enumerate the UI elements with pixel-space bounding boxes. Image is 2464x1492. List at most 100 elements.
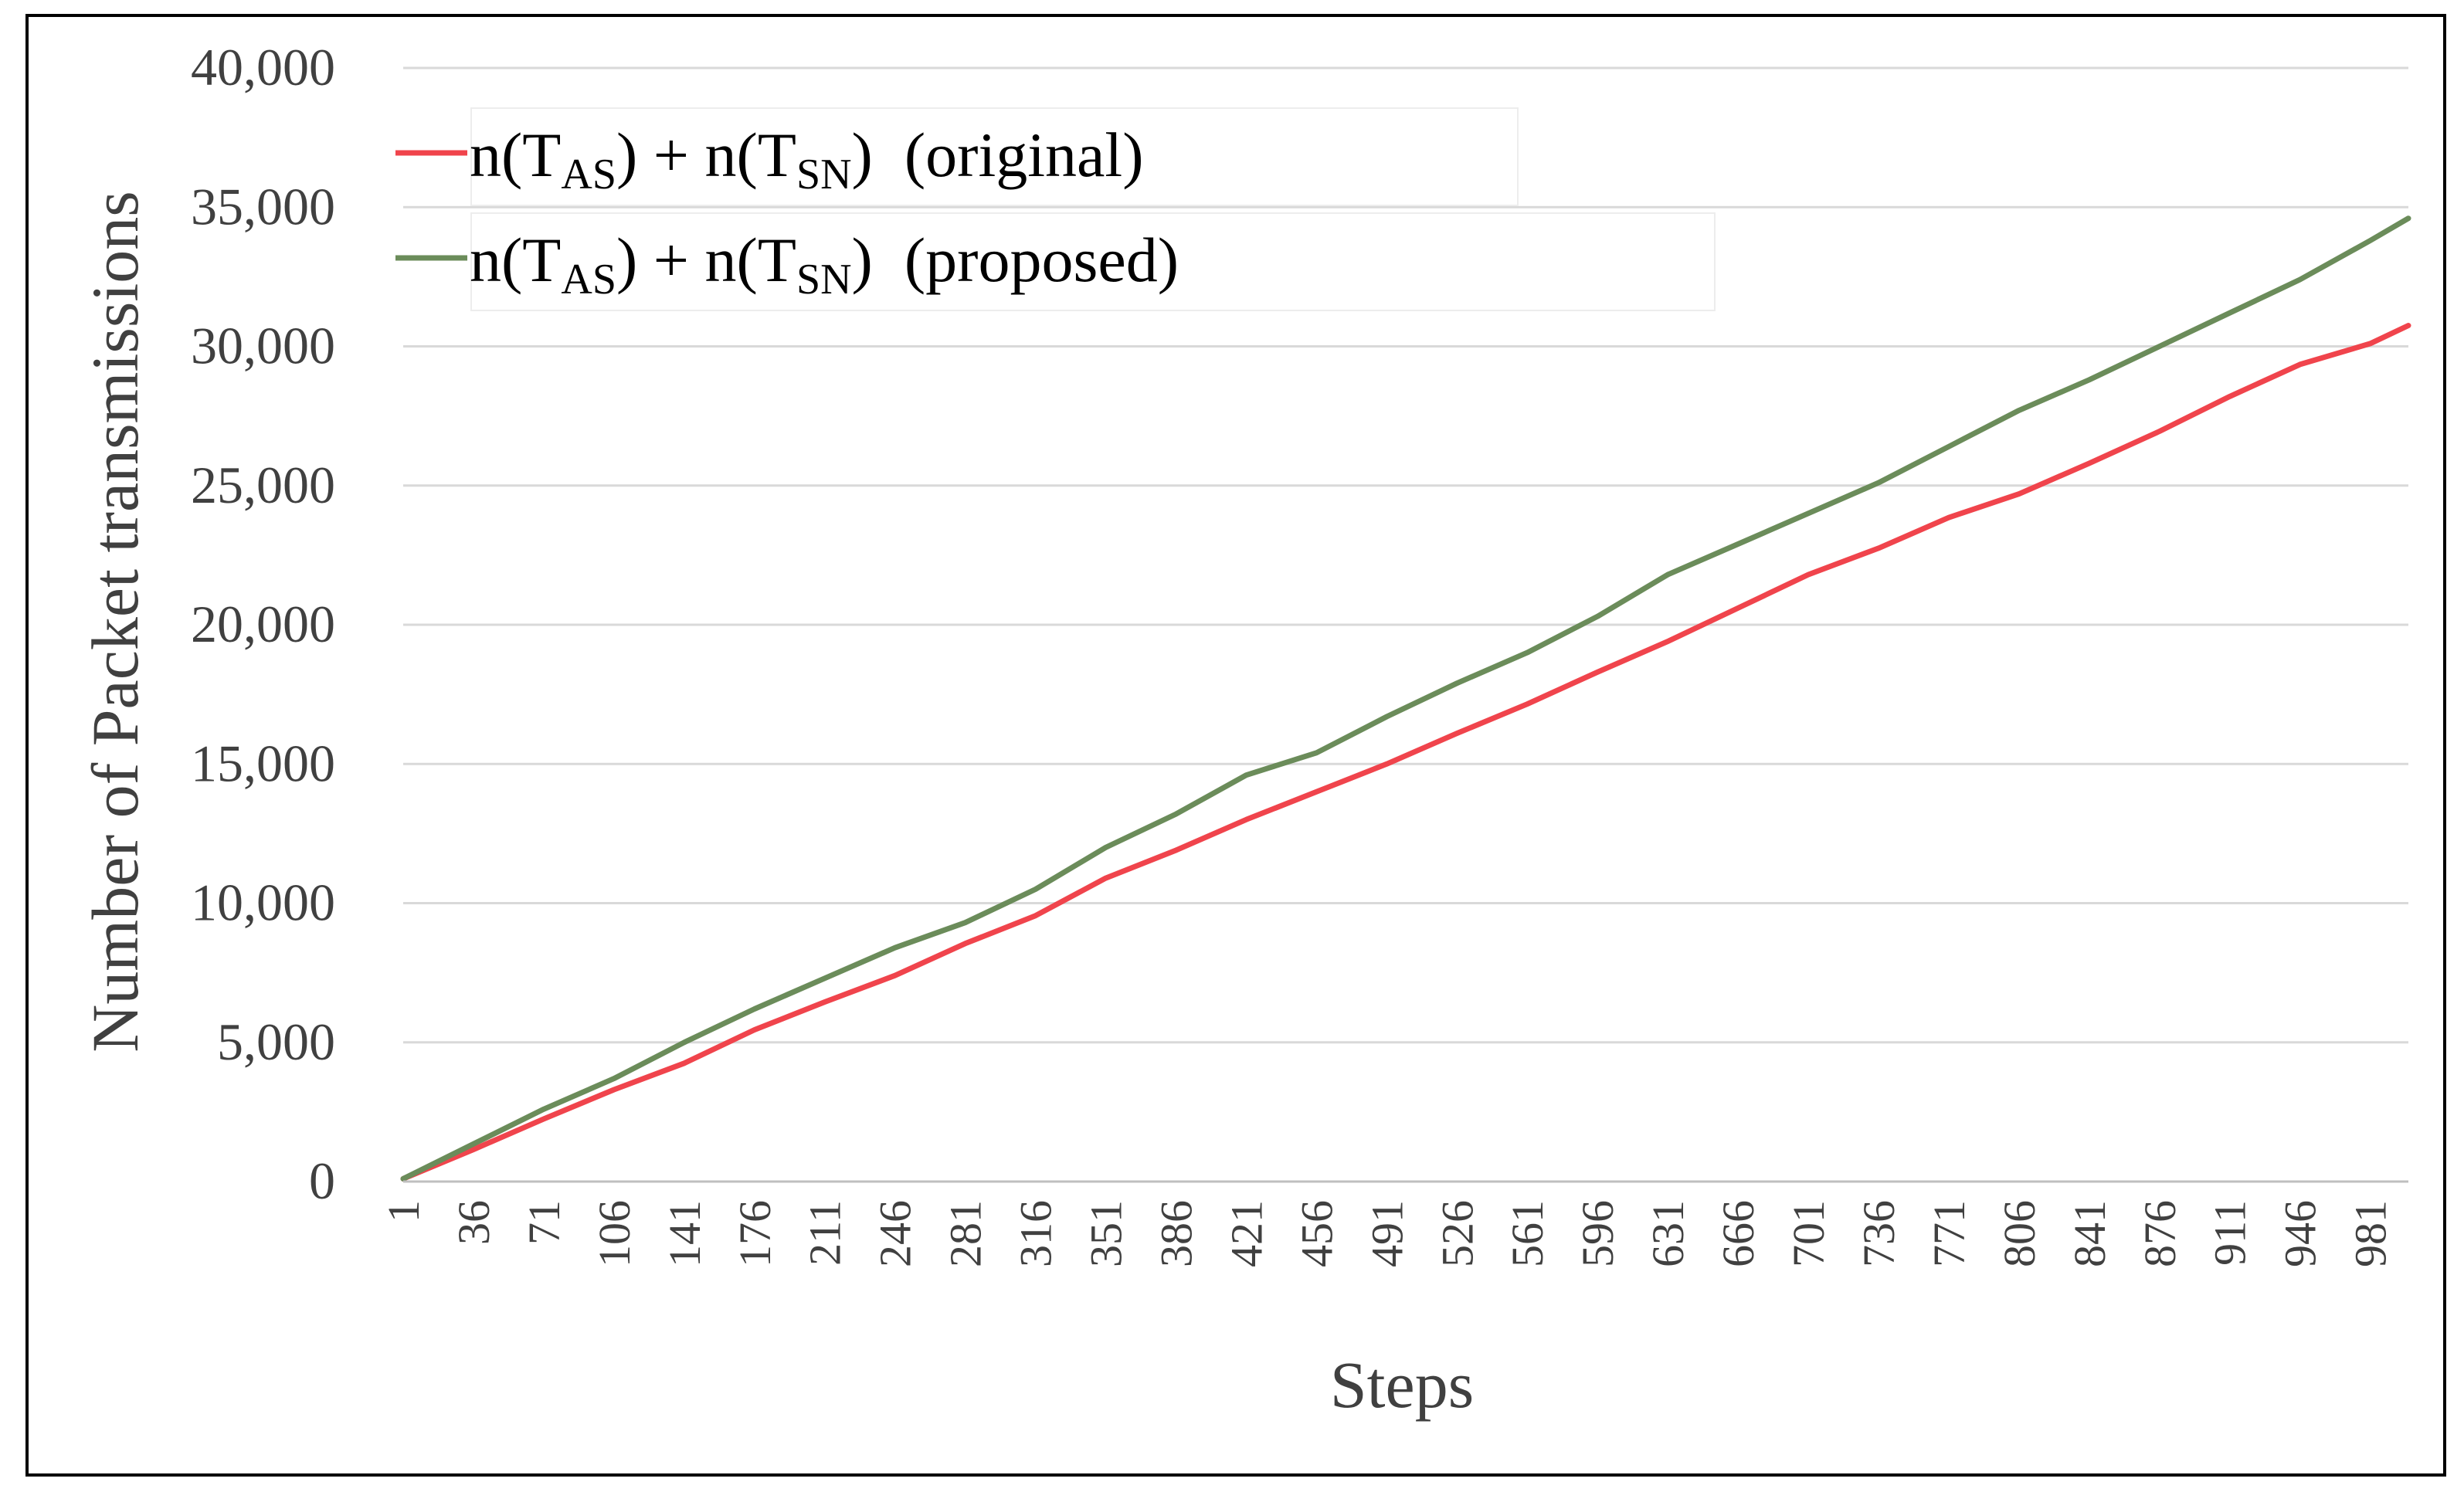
data-point-proposed [471,1141,476,1146]
data-point-proposed [1033,887,1038,891]
data-point-original [893,973,898,978]
data-point-proposed [1665,572,1670,577]
y-tick-label: 15,000 [191,734,335,792]
data-point-proposed [1244,773,1248,778]
y-tick-label: 40,000 [191,38,335,97]
data-point-original [823,1000,827,1004]
data-point-original [1736,605,1740,610]
legend: n(TAS) + n(TSN) (original) n(TAS) + n(TS… [395,107,1716,311]
data-point-original [1876,546,1881,551]
data-point-original [1314,789,1319,794]
data-point-original [1454,731,1459,736]
data-point-original [963,941,968,946]
data-point-original [1806,572,1811,577]
x-tick-label: 841 [2065,1200,2115,1267]
data-point-proposed [963,921,968,925]
data-point-original [682,1061,687,1066]
x-tick-label: 736 [1854,1200,1904,1267]
x-tick-label: 876 [2135,1200,2185,1267]
y-axis-title: Number of Packet transmissions [78,191,152,1052]
x-tick-label: 141 [660,1200,710,1267]
data-point-original [1595,670,1600,674]
data-point-proposed [401,1176,406,1181]
x-tick-label: 281 [941,1200,991,1267]
data-point-proposed [1876,480,1881,485]
data-point-proposed [1736,542,1740,546]
data-point-original [1665,639,1670,644]
data-point-original [1174,848,1178,853]
x-tick-label: 386 [1151,1200,1201,1267]
data-point-original [1104,876,1108,880]
data-point-original [471,1148,476,1151]
legend-proposed-pre: n(T [470,225,561,295]
data-point-proposed [823,976,827,981]
legend-original-sub2: SN [796,151,852,198]
data-point-original [2017,492,2021,497]
x-tick-label: 176 [730,1200,780,1267]
x-axis-title: Steps [1330,1348,1474,1422]
x-tick-label: 701 [1784,1200,1834,1267]
data-point-original [2087,461,2092,466]
legend-original-sub1: AS [561,151,616,198]
x-tick-label: 806 [1994,1200,2045,1267]
data-point-proposed [1174,812,1178,816]
x-axis-ticks: 1 36 71 106 141 176 211 246 281 316 351 386 421 456 49… [378,1200,2396,1267]
x-tick-label: 71 [519,1200,569,1245]
x-tick-label: 981 [2346,1200,2396,1267]
series-line-proposed [400,215,2411,1182]
data-point-proposed [1595,614,1600,619]
legend-proposed-post: ) (proposed) [852,225,1179,295]
x-tick-label: 526 [1432,1200,1482,1267]
data-point-original [541,1117,546,1121]
x-tick-label: 666 [1713,1200,1763,1267]
y-tick-label: 25,000 [191,456,335,514]
x-tick-label: 421 [1221,1200,1271,1267]
legend-proposed-sub2: SN [796,256,852,303]
y-tick-label: 20,000 [191,595,335,653]
data-point-proposed [2157,344,2162,348]
data-point-original [1525,702,1529,707]
x-tick-label: 1 [378,1200,429,1222]
legend-label-original: n(TAS) + n(TSN) (original) [470,120,1144,198]
x-tick-label: 36 [449,1200,499,1245]
data-point-proposed [2017,408,2021,412]
data-point-proposed [1946,444,1951,449]
legend-original-post: ) (original) [852,120,1144,190]
data-point-proposed [1104,845,1108,849]
x-tick-label: 561 [1502,1200,1553,1267]
y-tick-label: 10,000 [191,873,335,932]
series-line-original [400,323,2411,1182]
legend-proposed-mid: ) + n(T [616,225,796,295]
data-point-proposed [1525,650,1529,655]
data-point-proposed [612,1077,616,1081]
x-tick-label: 631 [1643,1200,1693,1267]
y-tick-label: 35,000 [191,177,335,236]
x-tick-label: 911 [2205,1200,2255,1266]
x-tick-label: 946 [2276,1200,2326,1267]
data-point-proposed [1806,511,1811,516]
data-point-proposed [1384,714,1389,719]
x-tick-label: 456 [1291,1200,1342,1267]
legend-original-mid: ) + n(T [616,120,796,190]
data-point-proposed [893,945,898,950]
data-point-original [1033,914,1038,918]
legend-box-2 [470,212,1716,311]
data-point-original [752,1028,757,1032]
y-tick-label: 30,000 [191,317,335,375]
data-point-proposed [541,1107,546,1111]
legend-proposed-sub1: AS [561,256,616,303]
x-tick-label: 106 [589,1200,640,1267]
x-tick-label: 316 [1011,1200,1061,1267]
data-point-original [612,1087,616,1092]
data-point-original [2298,362,2303,367]
grid-lines [403,66,2408,1044]
data-point-proposed [1454,681,1459,686]
y-tick-label: 0 [309,1151,335,1210]
x-tick-label: 246 [871,1200,921,1267]
x-tick-label: 771 [1924,1200,1974,1267]
data-point-proposed [2406,216,2411,221]
data-point-original [1946,515,1951,520]
x-tick-label: 491 [1362,1200,1412,1267]
y-axis-ticks: 0 5,000 10,000 15,000 20,000 25,000 30,000 35,0… [191,38,335,1210]
